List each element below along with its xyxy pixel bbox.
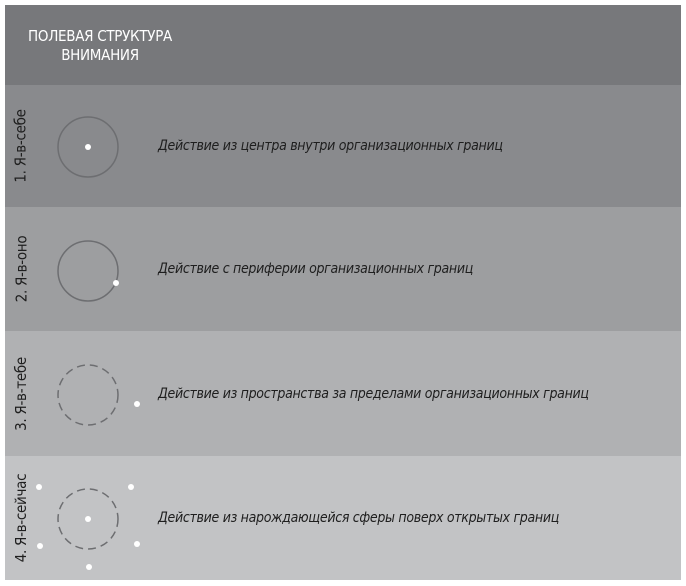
title-line-1: ПОЛЕВАЯ СТРУКТУРА xyxy=(28,27,172,45)
self-circle-icon xyxy=(57,116,119,178)
header-title: ПОЛЕВАЯ СТРУКТУРА ВНИМАНИЯ xyxy=(5,27,195,65)
emerging-field-circle-icon xyxy=(36,484,140,570)
outside-dashed-circle-icon xyxy=(57,364,140,426)
periphery-circle-icon xyxy=(57,240,119,302)
row-description: Действие из центра внутри организационны… xyxy=(158,138,503,154)
attention-field-structure-table: ПОЛЕВАЯ СТРУКТУРА ВНИМАНИЯ 1. Я-в-себе Д… xyxy=(5,5,681,580)
header: ПОЛЕВАЯ СТРУКТУРА ВНИМАНИЯ xyxy=(5,5,681,85)
row-description: Действие из нарождающейся сферы поверх о… xyxy=(158,510,560,526)
row-description: Действие из пространства за пределами ор… xyxy=(158,385,589,402)
row-description: Действие с периферии организационных гра… xyxy=(158,261,473,277)
title-line-2: ВНИМАНИЯ xyxy=(61,46,139,64)
